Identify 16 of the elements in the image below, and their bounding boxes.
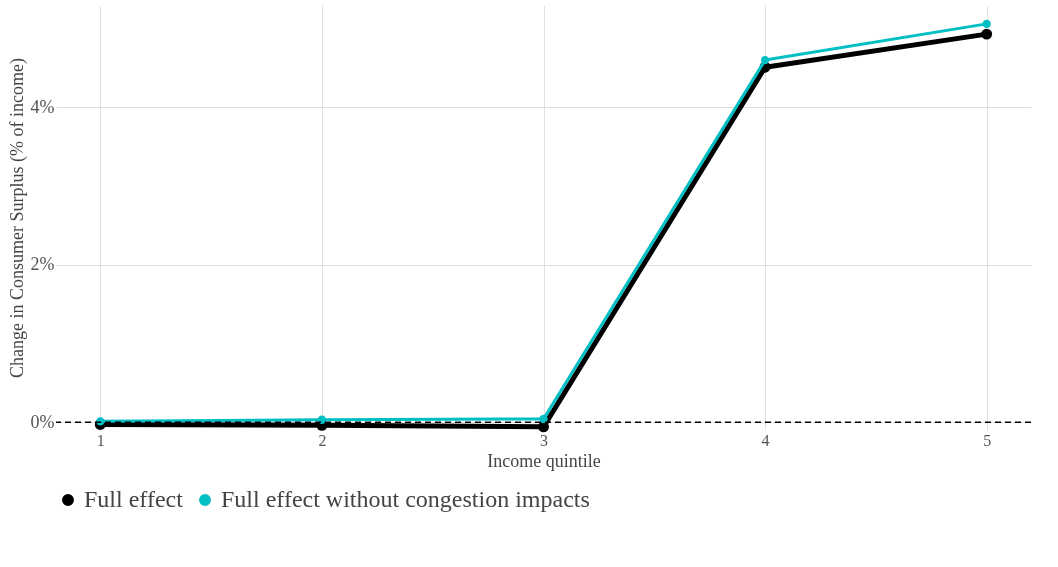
y-tick-label: 4% bbox=[30, 96, 55, 117]
point bbox=[981, 28, 993, 40]
legend-label: Full effect bbox=[84, 486, 184, 512]
point bbox=[760, 55, 770, 65]
x-tick-label: 1 bbox=[96, 431, 105, 449]
x-axis-title: Income quintile bbox=[487, 450, 601, 471]
x-tick-label: 5 bbox=[983, 431, 992, 449]
x-tick-label: 4 bbox=[761, 431, 770, 449]
y-tick-label: 2% bbox=[30, 254, 55, 275]
point bbox=[982, 19, 991, 29]
x-tick-label: 3 bbox=[540, 431, 548, 449]
y-tick-label: 0% bbox=[30, 411, 55, 432]
legend-label: Full effect without congestion impacts bbox=[221, 486, 590, 512]
y-axis-title: Change in Consumer Surplus (% of income) bbox=[6, 58, 28, 378]
x-tick-label: 2 bbox=[318, 431, 327, 449]
point bbox=[539, 414, 548, 424]
